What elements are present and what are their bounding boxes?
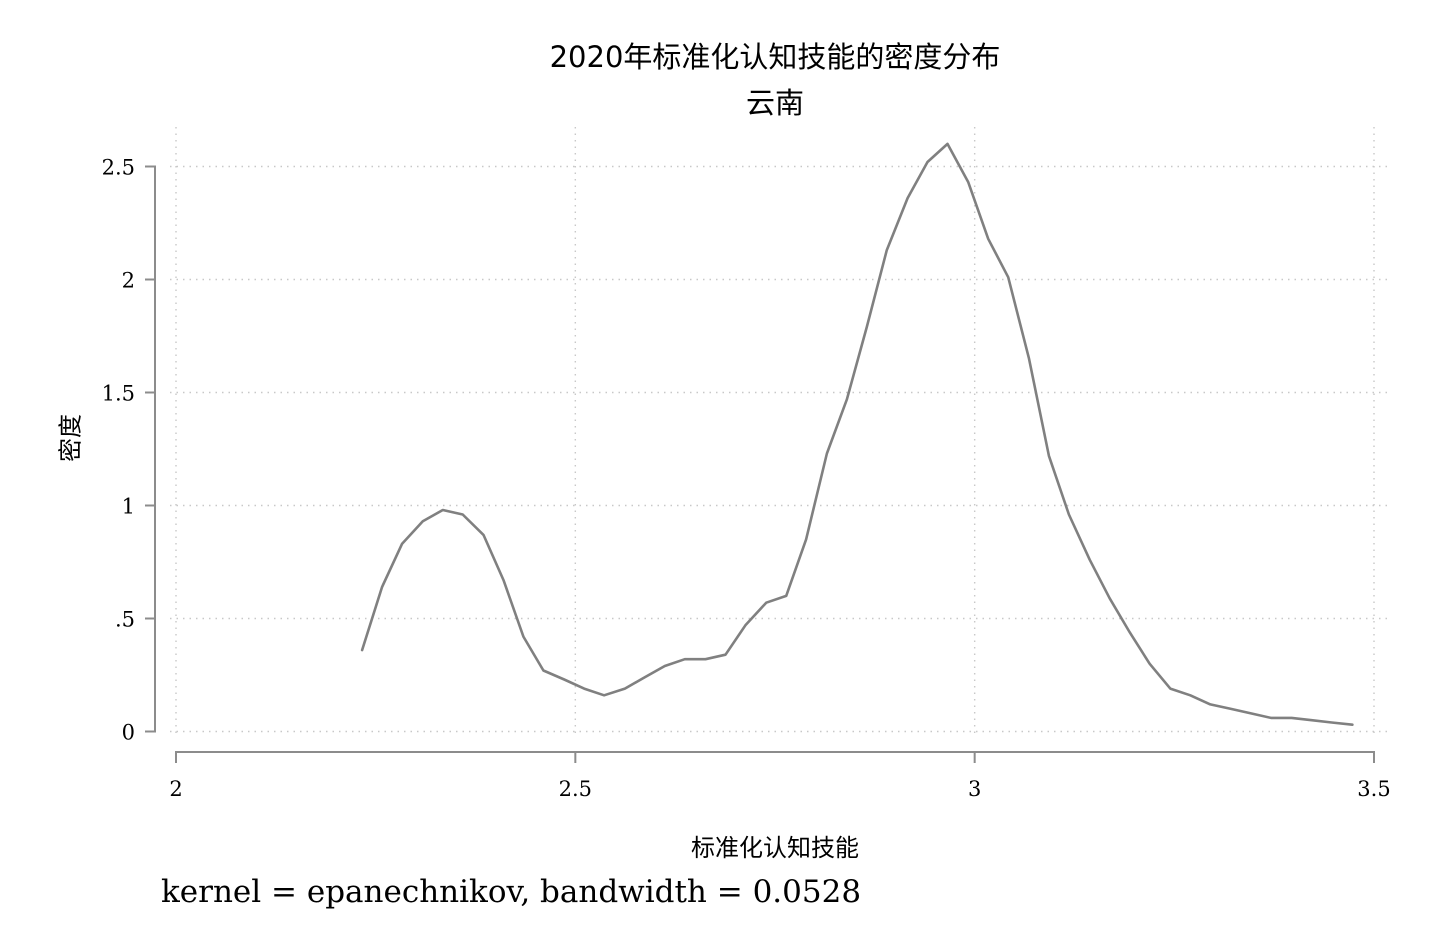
x-tick-label: 3.5 xyxy=(1357,777,1390,801)
y-tick-label: 1.5 xyxy=(102,382,135,406)
x-axis-label: 标准化认知技能 xyxy=(691,834,859,862)
y-axis-label: 密度 xyxy=(56,414,85,462)
y-tick-label: 2.5 xyxy=(102,156,135,180)
chart-title: 2020年标准化认知技能的密度分布 xyxy=(549,40,1001,74)
x-tick-label: 2.5 xyxy=(559,777,592,801)
x-tick-label: 2 xyxy=(169,777,182,801)
grid xyxy=(170,127,1390,737)
series xyxy=(360,142,1354,727)
density-line xyxy=(360,142,1354,727)
y-tick-label: .5 xyxy=(115,608,135,632)
y-tick-label: 2 xyxy=(122,269,135,293)
y-tick-label: 1 xyxy=(122,495,135,519)
chart-subtitle: 云南 xyxy=(745,86,804,120)
y-tick-label: 0 xyxy=(122,721,135,745)
axes xyxy=(145,165,1375,763)
x-tick-label: 3 xyxy=(968,777,981,801)
chart-note: kernel = epanechnikov, bandwidth = 0.052… xyxy=(161,874,862,910)
tick-labels: 0 .5 1 1.5 2 2.5 2 2.5 3 3.5 xyxy=(102,156,1391,802)
